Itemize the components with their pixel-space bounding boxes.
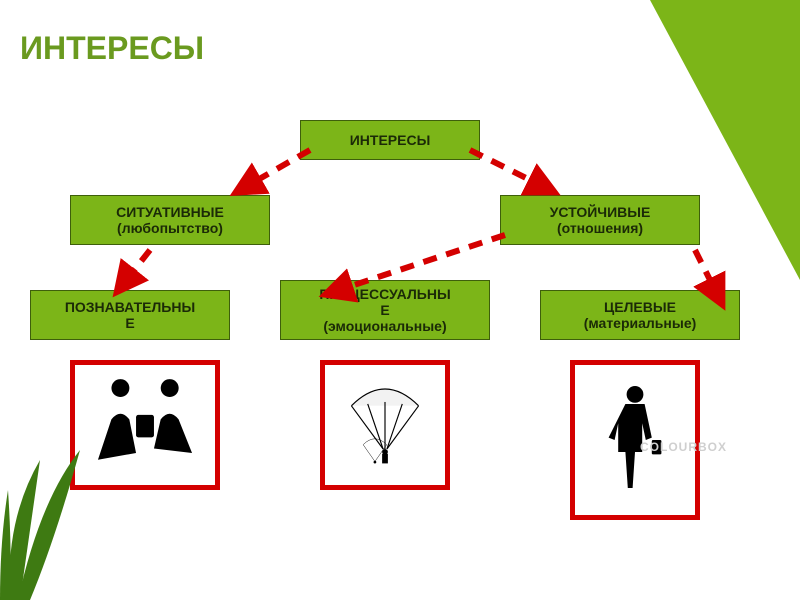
node-label: ИНТЕРЕСЫ	[350, 132, 431, 148]
node-situative: СИТУАТИВНЫЕ(любопытство)	[70, 195, 270, 245]
imagebox-readers	[70, 360, 220, 490]
parachute-icon	[337, 377, 433, 473]
node-target: ЦЕЛЕВЫЕ(материальные)	[540, 290, 740, 340]
imagebox-parachute	[320, 360, 450, 490]
plant-decor	[0, 430, 90, 600]
page-title: ИНТЕРЕСЫ	[20, 30, 204, 67]
node-process: ПРОЦЕССУАЛЬНЫЕ(эмоциональные)	[280, 280, 490, 340]
node-root: ИНТЕРЕСЫ	[300, 120, 480, 160]
node-label: ПОЗНАВАТЕЛЬНЫЕ	[65, 299, 195, 331]
node-label: ПРОЦЕССУАЛЬНЫЕ(эмоциональные)	[319, 286, 450, 334]
slide-canvas: ИНТЕРЕСЫ ИНТЕРЕСЫ СИТУАТИВНЫЕ(любопытств…	[0, 0, 800, 600]
stock-watermark: COLOURBOX	[640, 440, 727, 454]
node-label: СИТУАТИВНЫЕ(любопытство)	[116, 204, 224, 236]
node-label: ЦЕЛЕВЫЕ(материальные)	[584, 299, 697, 331]
node-cognitive: ПОЗНАВАТЕЛЬНЫЕ	[30, 290, 230, 340]
node-stable: УСТОЙЧИВЫЕ(отношения)	[500, 195, 700, 245]
node-label: УСТОЙЧИВЫЕ(отношения)	[550, 204, 651, 236]
readers-icon	[89, 377, 201, 473]
